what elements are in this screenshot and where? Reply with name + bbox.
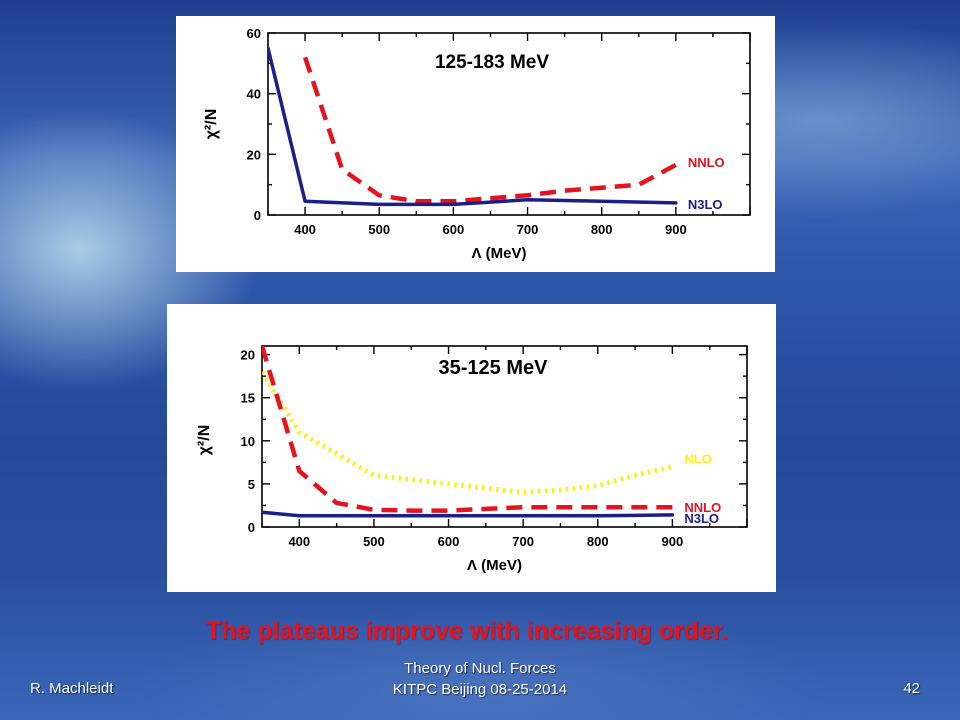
y-tick-label: 40 — [247, 87, 261, 102]
series-line-nlo — [262, 370, 673, 495]
y-axis-label: χ²/N — [196, 425, 213, 456]
series-line-nnlo — [262, 346, 673, 513]
footer-author: R. Machleidt — [30, 680, 114, 697]
x-tick-label: 600 — [438, 534, 460, 549]
y-tick-label: 0 — [248, 520, 255, 535]
series-line-n3lo — [268, 46, 678, 207]
series-label-n3lo: N3LO — [688, 197, 723, 212]
series-label-nnlo: NNLO — [684, 500, 721, 515]
x-tick-label: 800 — [591, 222, 613, 237]
x-tick-label: 500 — [368, 222, 390, 237]
chart-title: 35-125 MeV — [439, 357, 549, 379]
chart-panel-bottom: 400 500 600 700 800 900 0 5 10 15 20 35-125 MeV Λ (M… — [167, 304, 776, 592]
series-label-nnlo: NNLO — [688, 155, 725, 170]
chart-panel-top: 400 500 600 700 800 900 0 20 40 60 125-183 MeV Λ (M… — [176, 16, 775, 272]
x-tick-label: 900 — [665, 222, 687, 237]
y-axis-label: χ²/N — [203, 109, 220, 140]
y-tick-label: 0 — [254, 208, 261, 223]
x-tick-label: 600 — [443, 222, 465, 237]
y-tick-label: 20 — [247, 147, 261, 162]
y-tick-label: 15 — [241, 391, 255, 406]
footer-center: Theory of Nucl. Forces KITPC Beijing 08-… — [330, 658, 630, 700]
slide-number: 42 — [903, 680, 920, 697]
x-tick-label: 700 — [517, 222, 539, 237]
x-tick-label: 500 — [363, 534, 385, 549]
chart-top: 400 500 600 700 800 900 0 20 40 60 125-183 MeV Λ (M… — [203, 26, 751, 262]
series-label-nlo: NLO — [684, 452, 711, 467]
x-axis-label: Λ (MeV) — [467, 557, 522, 574]
series-label-n3lo: N3LO — [684, 511, 719, 526]
x-tick-label: 900 — [662, 534, 684, 549]
y-tick-label: 20 — [241, 348, 255, 363]
x-tick-label: 400 — [294, 222, 316, 237]
x-tick-label: 700 — [512, 534, 534, 549]
y-tick-label: 5 — [248, 477, 255, 492]
series-line-n3lo — [262, 510, 675, 518]
plot-frame — [261, 345, 748, 528]
footer-center-line2: KITPC Beijing 08-25-2014 — [392, 681, 568, 698]
footer-center-line1: Theory of Nucl. Forces — [404, 660, 556, 677]
chart-bottom: 400 500 600 700 800 900 0 5 10 15 20 35-125 MeV Λ (M… — [196, 345, 748, 574]
x-tick-label: 400 — [288, 534, 310, 549]
x-axis-label: Λ (MeV) — [471, 245, 526, 262]
y-tick-label: 10 — [241, 434, 255, 449]
series-line-nnlo — [302, 56, 677, 204]
slide-caption: The plateaus improve with increasing ord… — [205, 617, 729, 645]
y-tick-label: 60 — [247, 26, 261, 41]
chart-title: 125-183 MeV — [435, 52, 549, 73]
x-tick-label: 800 — [587, 534, 609, 549]
